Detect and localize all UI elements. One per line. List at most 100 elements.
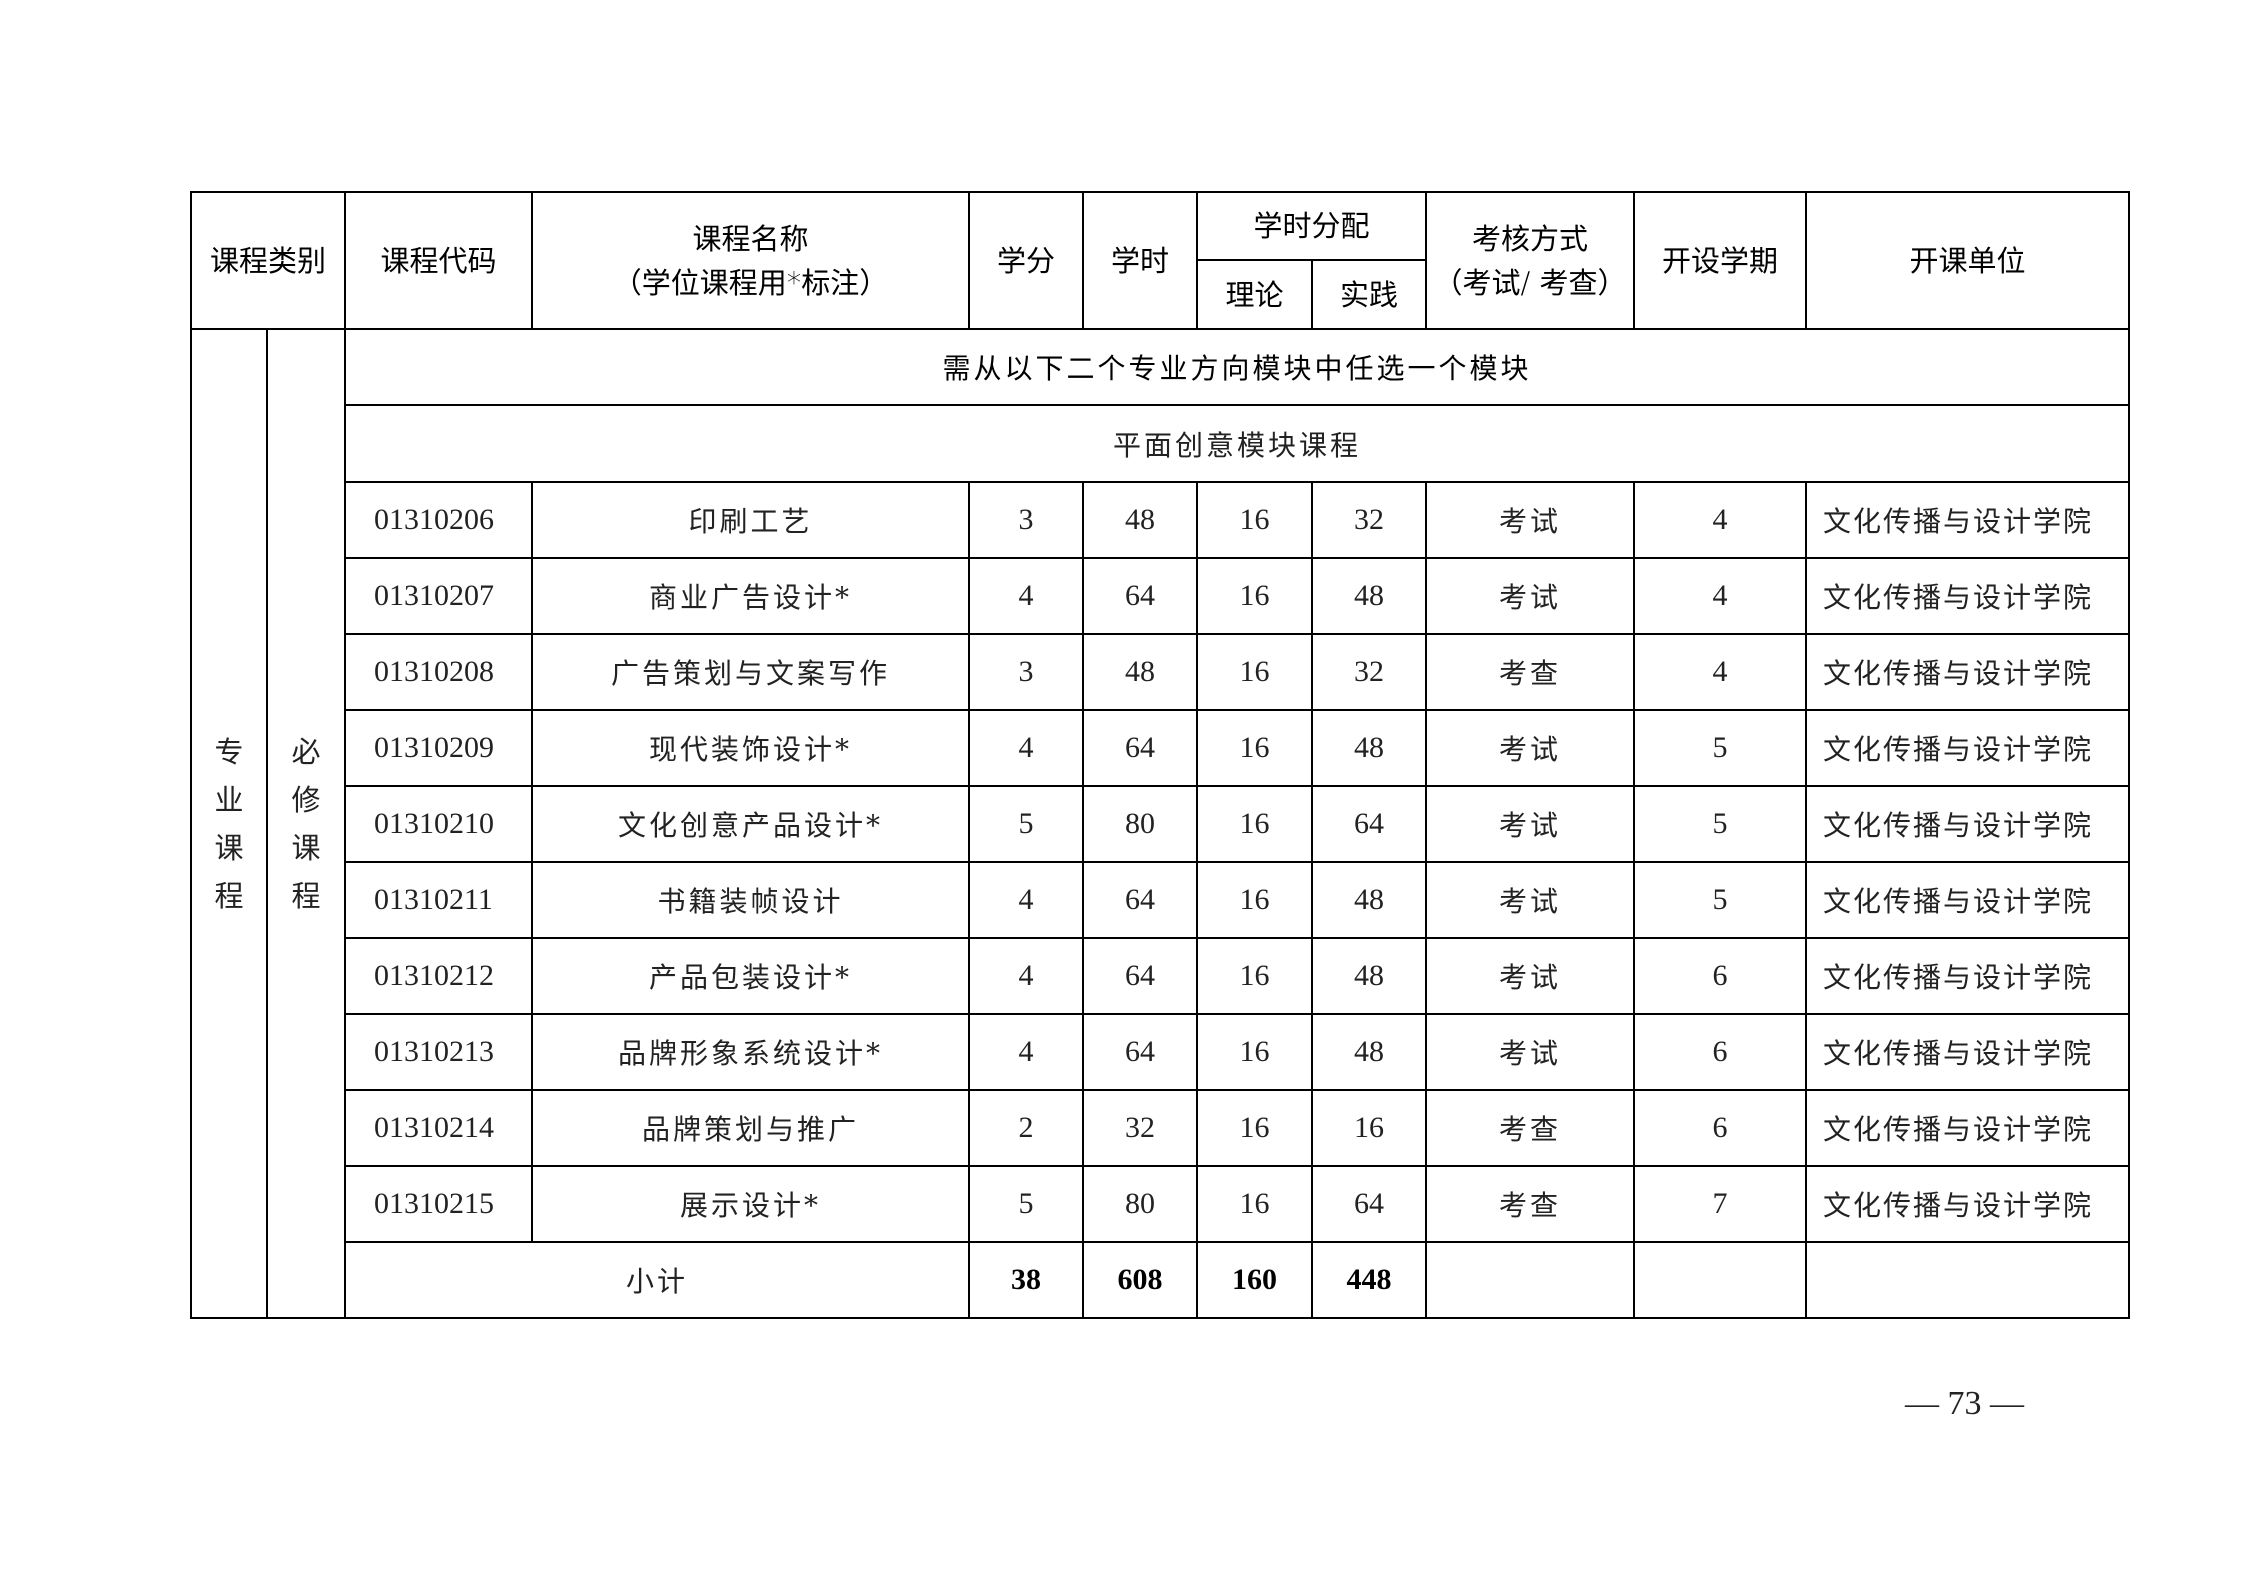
cell-unit: 文化传播与设计学院 (1805, 709, 2131, 787)
cell-credits: 4 (968, 557, 1085, 635)
cell-exam: 考查 (1425, 1165, 1636, 1243)
cell-name: 广告策划与文案写作 (531, 633, 971, 711)
header-hours: 学时 (1082, 191, 1199, 330)
cell-name: 现代装饰设计* (531, 709, 971, 787)
cell-exam: 考试 (1425, 785, 1636, 863)
header-semester: 开设学期 (1633, 191, 1808, 330)
cell-theory: 16 (1196, 1013, 1314, 1091)
header-practice: 实践 (1311, 259, 1428, 330)
cell-exam: 考查 (1425, 633, 1636, 711)
category-char: 程 (291, 878, 321, 913)
cell-credits: 4 (968, 861, 1085, 939)
cell-semester: 5 (1633, 785, 1808, 863)
header-hours-split: 学时分配 (1196, 191, 1428, 261)
cell-code: 01310206 (344, 481, 534, 559)
cell-credits: 2 (968, 1089, 1085, 1167)
cell-credits: 4 (968, 709, 1085, 787)
cell-unit: 文化传播与设计学院 (1805, 633, 2131, 711)
cell-semester: 7 (1633, 1165, 1808, 1243)
cell-exam: 考试 (1425, 861, 1636, 939)
category-char: 专 (214, 734, 244, 769)
cell-hours: 64 (1082, 709, 1199, 787)
cell-semester: 4 (1633, 633, 1808, 711)
cell-practice: 64 (1311, 785, 1428, 863)
category-char: 修 (291, 782, 321, 817)
cell-unit: 文化传播与设计学院 (1805, 1165, 2131, 1243)
table-row: 01310214 品牌策划与推广 2 32 16 16 考查 6 文化传播与设计学院 (191, 1089, 2131, 1167)
subtotal-theory: 160 (1196, 1241, 1314, 1319)
cell-semester: 6 (1633, 937, 1808, 1015)
cell-hours: 48 (1082, 633, 1199, 711)
table-row: 01310211 书籍装帧设计 4 64 16 48 考试 5 文化传播与设计学院 (191, 861, 2131, 939)
subtotal-practice: 448 (1311, 1241, 1428, 1319)
subtotal-label: 小计 (344, 1241, 971, 1319)
cell-exam: 考试 (1425, 937, 1636, 1015)
cell-practice: 48 (1311, 1013, 1428, 1091)
category-char: 课 (291, 830, 321, 865)
cell-credits: 3 (968, 481, 1085, 559)
header-theory: 理论 (1196, 259, 1314, 330)
table-row: 01310207 商业广告设计* 4 64 16 48 考试 4 文化传播与设计学院 (191, 557, 2131, 635)
category-main: 专业课程 (190, 328, 268, 1319)
subtotal-unit (1805, 1241, 2131, 1319)
header-credits: 学分 (968, 191, 1085, 330)
cell-unit: 文化传播与设计学院 (1805, 557, 2131, 635)
cell-code: 01310215 (344, 1165, 534, 1243)
table-row: 01310208 广告策划与文案写作 3 48 16 32 考查 4 文化传播与设计学院 (191, 633, 2131, 711)
cell-practice: 32 (1311, 481, 1428, 559)
cell-code: 01310213 (344, 1013, 534, 1091)
cell-name: 商业广告设计* (531, 557, 971, 635)
cell-name: 品牌形象系统设计* (531, 1013, 971, 1091)
header-name: 课程名称 （学位课程用*标注） (531, 191, 971, 330)
cell-hours: 48 (1082, 481, 1199, 559)
cell-code: 01310209 (344, 709, 534, 787)
header-category: 课程类别 (189, 191, 347, 330)
subtotal-hours: 608 (1082, 1241, 1199, 1319)
category-char: 课 (214, 830, 244, 865)
cell-exam: 考试 (1425, 557, 1636, 635)
cell-hours: 64 (1082, 861, 1199, 939)
category-sub: 必修课程 (265, 328, 347, 1319)
subtotal-credits: 38 (968, 1241, 1085, 1319)
cell-credits: 3 (968, 633, 1085, 711)
header-code: 课程代码 (344, 191, 534, 330)
cell-credits: 4 (968, 937, 1085, 1015)
cell-practice: 64 (1311, 1165, 1428, 1243)
cell-unit: 文化传播与设计学院 (1805, 1089, 2131, 1167)
cell-unit: 文化传播与设计学院 (1805, 785, 2131, 863)
cell-semester: 4 (1633, 557, 1808, 635)
category-char: 程 (214, 878, 244, 913)
header-exam: 考核方式 （考试/ 考查） (1425, 191, 1636, 330)
cell-hours: 64 (1082, 557, 1199, 635)
cell-theory: 16 (1196, 861, 1314, 939)
header-exam-line1: 考核方式 (1472, 221, 1589, 256)
cell-practice: 48 (1311, 937, 1428, 1015)
cell-exam: 考查 (1425, 1089, 1636, 1167)
cell-name: 印刷工艺 (531, 481, 971, 559)
cell-name: 产品包装设计* (531, 937, 971, 1015)
cell-theory: 16 (1196, 785, 1314, 863)
cell-name: 展示设计* (531, 1165, 971, 1243)
cell-name: 书籍装帧设计 (531, 861, 971, 939)
cell-practice: 48 (1311, 709, 1428, 787)
cell-practice: 16 (1311, 1089, 1428, 1167)
header-exam-line2: （考试/ 考查） (1433, 265, 1627, 300)
cell-semester: 5 (1633, 709, 1808, 787)
subtotal-semester (1633, 1241, 1808, 1319)
cell-exam: 考试 (1425, 1013, 1636, 1091)
header-name-line2: （学位课程用*标注） (612, 265, 889, 300)
cell-theory: 16 (1196, 633, 1314, 711)
cell-credits: 5 (968, 1165, 1085, 1243)
subtotal-exam (1425, 1241, 1636, 1319)
cell-credits: 5 (968, 785, 1085, 863)
cell-theory: 16 (1196, 557, 1314, 635)
subtotal-row: 小计 38 608 160 448 (191, 1241, 2131, 1319)
cell-theory: 16 (1196, 481, 1314, 559)
cell-code: 01310207 (344, 557, 534, 635)
cell-exam: 考试 (1425, 481, 1636, 559)
table-row: 01310212 产品包装设计* 4 64 16 48 考试 6 文化传播与设计学院 (191, 937, 2131, 1015)
cell-semester: 6 (1633, 1089, 1808, 1167)
cell-unit: 文化传播与设计学院 (1805, 937, 2131, 1015)
cell-code: 01310210 (344, 785, 534, 863)
cell-hours: 80 (1082, 1165, 1199, 1243)
